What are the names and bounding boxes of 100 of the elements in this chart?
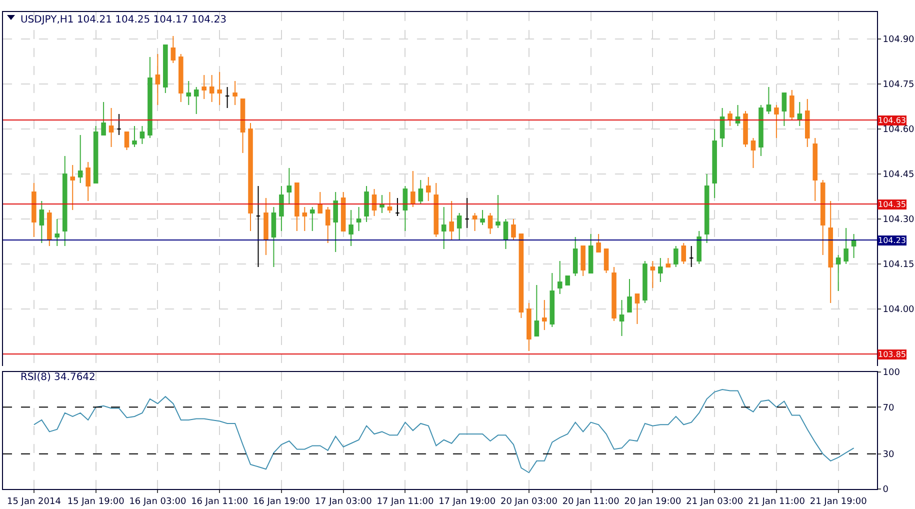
candlestick [294, 182, 300, 232]
y-tick-label: 104.15 [882, 260, 914, 270]
y-tick-label: 104.60 [882, 125, 915, 136]
candlestick [186, 80, 192, 106]
candlestick [302, 206, 308, 232]
x-tick-label: 15 Jan 19:00 [67, 496, 125, 507]
candlestick [557, 260, 562, 294]
candlestick [441, 206, 446, 250]
candlestick [364, 186, 369, 222]
candlestick [410, 170, 416, 208]
candlestick [325, 206, 330, 244]
candlestick [464, 198, 470, 228]
candlestick [456, 212, 462, 240]
chart-title: RSI(8) 34.7642 [20, 372, 96, 384]
candlestick [782, 92, 787, 126]
candlestick [387, 192, 392, 214]
candlestick [750, 138, 756, 168]
candlestick [496, 194, 500, 228]
candlestick [572, 236, 578, 276]
candlestick [380, 194, 384, 214]
candlestick [333, 192, 338, 252]
candlestick [790, 90, 794, 120]
x-tick-label: 16 Jan 19:00 [252, 496, 310, 507]
ref-line-label: 104.35 [878, 200, 906, 209]
candlestick [696, 230, 702, 264]
candlestick [356, 206, 362, 232]
candlestick [728, 110, 732, 126]
candlestick [116, 114, 122, 136]
x-tick-label: 21 Jan 03:00 [686, 496, 744, 507]
candlestick [70, 164, 76, 210]
candlestick [526, 302, 532, 352]
candlestick [743, 110, 748, 148]
candlestick [178, 54, 184, 102]
candlestick [148, 56, 152, 138]
candlestick [54, 218, 60, 246]
candlestick [666, 258, 671, 268]
x-tick-label: 21 Jan 11:00 [748, 496, 806, 507]
candlestick [619, 300, 624, 336]
x-tick-label: 20 Jan 11:00 [562, 496, 620, 507]
candlestick [155, 54, 160, 106]
candlestick [271, 206, 276, 268]
candlestick [820, 180, 826, 256]
candlestick [804, 98, 810, 148]
candlestick [140, 126, 145, 144]
candlestick [604, 248, 609, 274]
y-tick-label: 100 [882, 368, 900, 378]
x-tick-label: 16 Jan 03:00 [129, 496, 186, 507]
ref-line-label: 103.85 [878, 350, 906, 359]
candlestick [542, 300, 547, 330]
candlestick [62, 156, 68, 246]
candlestick [224, 86, 230, 108]
candlestick [735, 104, 740, 126]
candlestick [720, 108, 725, 148]
candlestick [650, 260, 656, 288]
candlestick [434, 182, 439, 238]
x-tick-label: 20 Jan 19:00 [624, 496, 682, 507]
candlestick [681, 242, 686, 264]
candlestick [124, 132, 130, 150]
candlestick [256, 186, 261, 268]
candlestick [472, 212, 478, 232]
candlestick [418, 180, 424, 204]
candlestick [449, 200, 454, 240]
candlestick [426, 176, 431, 202]
candlestick [170, 36, 176, 64]
candlestick [766, 86, 772, 114]
candlestick [108, 108, 114, 148]
candlestick [534, 284, 540, 336]
y-tick-label: 104.75 [882, 80, 914, 90]
candlestick [518, 234, 524, 318]
candlestick [503, 218, 508, 250]
candlestick [588, 234, 594, 274]
x-tick-label: 20 Jan 03:00 [500, 496, 558, 507]
candlestick [634, 294, 640, 324]
candlestick [264, 198, 268, 256]
candlestick [704, 174, 710, 244]
candlestick [836, 254, 841, 292]
candlestick [565, 276, 570, 286]
x-tick-label: 15 Jan 2014 [6, 496, 62, 507]
x-tick-label: 17 Jan 11:00 [376, 496, 434, 507]
candlestick [310, 206, 315, 232]
candlestick [480, 210, 485, 226]
candlestick [712, 128, 717, 198]
candlestick [395, 198, 400, 216]
candlestick [286, 168, 292, 204]
candlestick [642, 260, 648, 304]
candlestick [844, 228, 848, 264]
candlestick [248, 122, 253, 232]
y-tick-label: 104.30 [882, 215, 915, 226]
candlestick [674, 246, 678, 268]
candlestick [202, 74, 206, 100]
chart-title: USDJPY,H1 104.21 104.25 104.17 104.23 [20, 14, 226, 26]
candlestick [658, 258, 663, 282]
candlestick [232, 80, 238, 106]
candlestick [550, 272, 555, 328]
candlestick [240, 98, 246, 154]
y-tick-label: 104.45 [882, 170, 914, 180]
x-tick-label: 17 Jan 19:00 [438, 496, 496, 507]
candlestick [372, 188, 377, 216]
ref-line-label: 104.63 [878, 116, 906, 125]
candlestick [47, 210, 52, 246]
